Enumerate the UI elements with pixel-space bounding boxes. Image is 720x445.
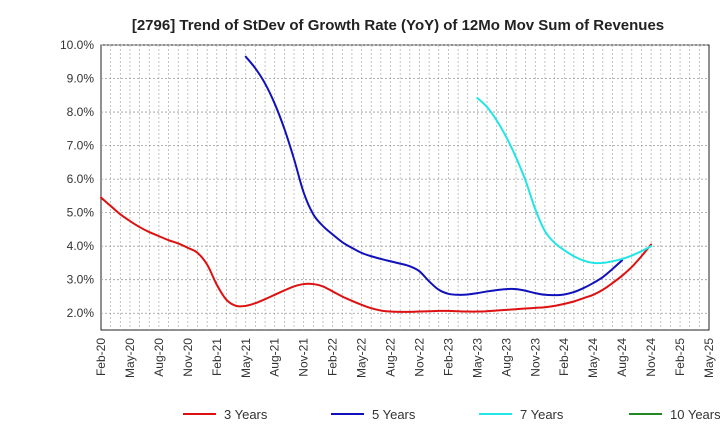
legend-label-3-years: 3 Years <box>224 407 268 422</box>
legend: 3 Years 5 Years 7 Years 10 Years <box>183 407 720 422</box>
legend-label-10-years: 10 Years <box>670 407 720 422</box>
chart-title: [2796] Trend of StDev of Growth Rate (Yo… <box>132 17 664 34</box>
x-tick-label-6: Aug-21 <box>268 338 282 377</box>
x-tick-label-19: Nov-24 <box>644 338 658 377</box>
x-tick-label-1: May-20 <box>123 338 137 378</box>
y-tick-label-6: 8.0% <box>67 105 95 119</box>
y-tick-label-0: 2.0% <box>67 306 95 320</box>
y-tick-label-4: 6.0% <box>67 172 95 186</box>
y-tick-label-5: 7.0% <box>67 139 95 153</box>
x-tick-label-14: Aug-23 <box>499 338 513 377</box>
x-tick-label-5: May-21 <box>239 338 253 378</box>
x-tick-label-2: Aug-20 <box>152 338 166 377</box>
x-tick-label-3: Nov-20 <box>181 338 195 377</box>
x-tick-label-16: Feb-24 <box>557 338 571 376</box>
y-axis-tick-labels: 2.0% 3.0% 4.0% 5.0% 6.0% 7.0% 8.0% 9.0% 10.0% <box>60 38 94 320</box>
x-tick-label-0: Feb-20 <box>94 338 108 376</box>
x-tick-label-21: May-25 <box>702 338 716 378</box>
y-tick-label-3: 5.0% <box>67 206 95 220</box>
x-tick-label-4: Feb-21 <box>210 338 224 376</box>
y-tick-label-1: 3.0% <box>67 273 95 287</box>
y-tick-label-7: 9.0% <box>67 72 95 86</box>
series-lines <box>100 55 653 313</box>
x-tick-label-11: Nov-22 <box>412 338 426 377</box>
x-tick-label-15: Nov-23 <box>528 338 542 377</box>
series-line-5-years <box>244 55 624 297</box>
legend-label-5-years: 5 Years <box>372 407 416 422</box>
x-tick-label-13: May-23 <box>470 338 484 378</box>
x-tick-label-12: Feb-23 <box>441 338 455 376</box>
x-tick-label-7: Nov-21 <box>297 338 311 377</box>
y-tick-label-8: 10.0% <box>60 38 94 52</box>
x-tick-label-8: Feb-22 <box>326 338 340 376</box>
series-line-3-years <box>100 196 653 313</box>
legend-label-7-years: 7 Years <box>520 407 564 422</box>
y-tick-label-2: 4.0% <box>67 239 95 253</box>
x-tick-label-17: May-24 <box>586 338 600 378</box>
x-tick-label-10: Aug-22 <box>384 338 398 377</box>
x-tick-label-20: Feb-25 <box>673 338 687 376</box>
x-tick-label-9: May-22 <box>355 338 369 378</box>
x-axis-tick-labels: Feb-20 May-20 Aug-20 Nov-20 Feb-21 May-21 Aug-… <box>94 338 716 378</box>
plot-area <box>100 44 710 331</box>
x-tick-label-18: Aug-24 <box>615 338 629 377</box>
series-line-7-years <box>476 96 653 265</box>
